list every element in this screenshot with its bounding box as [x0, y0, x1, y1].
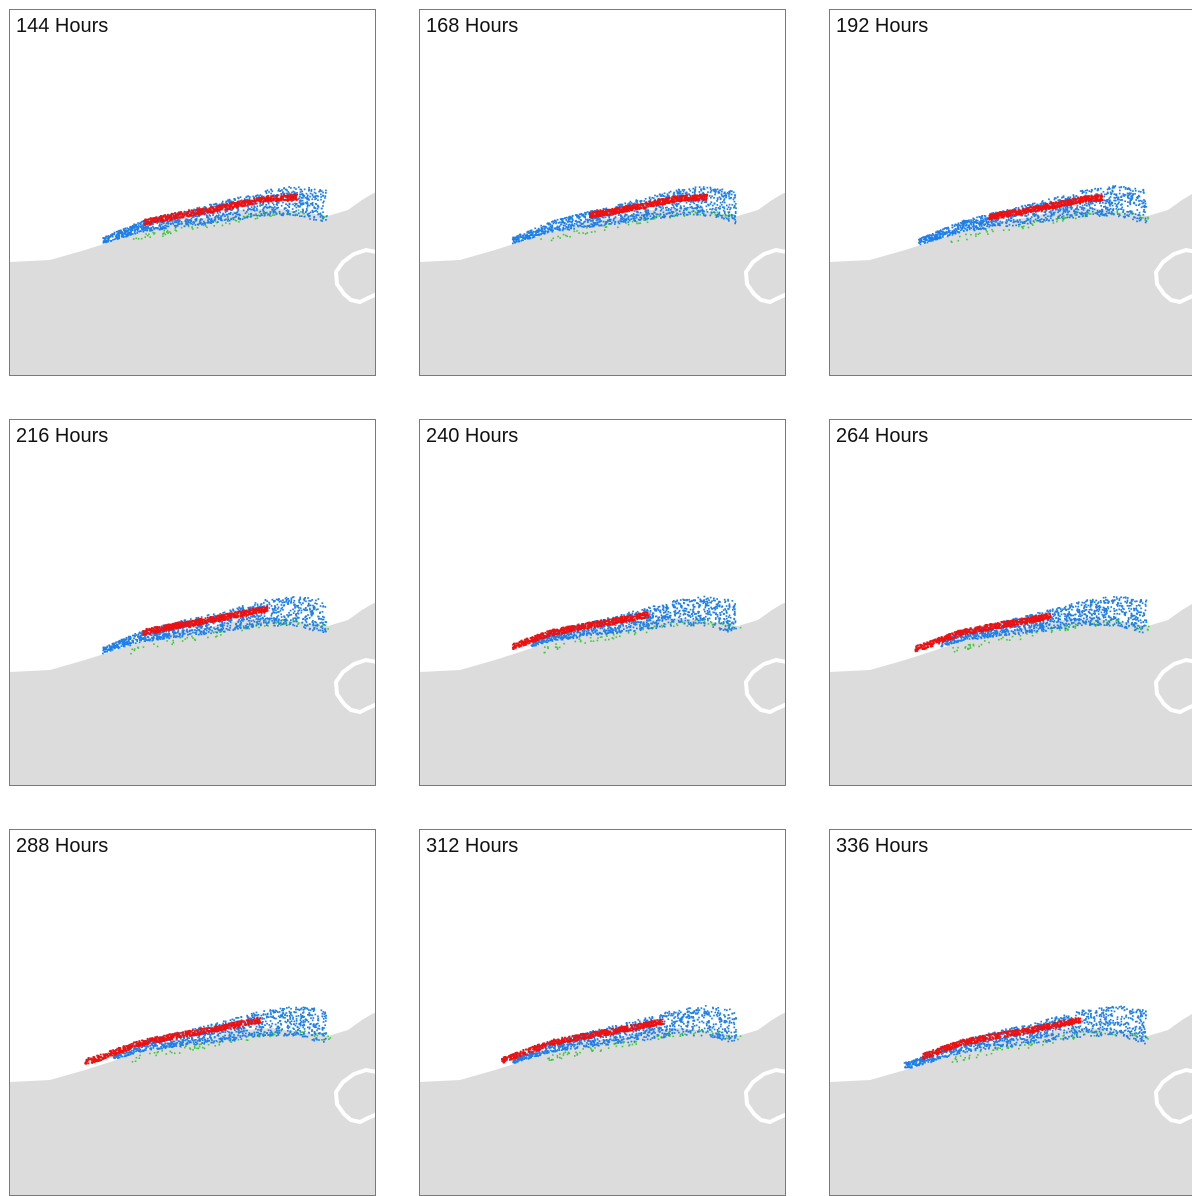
map-plot	[10, 10, 376, 376]
panel-time-label: 312 Hours	[426, 836, 518, 856]
panel-time-label: 288 Hours	[16, 836, 108, 856]
panel-time-label: 240 Hours	[426, 426, 518, 446]
map-panel: 168 Hours	[419, 9, 786, 376]
map-plot	[10, 830, 376, 1196]
map-plot	[830, 830, 1192, 1196]
map-panel: 336 Hours	[829, 829, 1192, 1196]
map-panel: 288 Hours	[9, 829, 376, 1196]
map-panel: 312 Hours	[419, 829, 786, 1196]
map-panel: 144 Hours	[9, 9, 376, 376]
map-plot	[830, 10, 1192, 376]
map-panel: 264 Hours	[829, 419, 1192, 786]
land-area	[420, 192, 786, 376]
map-plot	[830, 420, 1192, 786]
panel-time-label: 192 Hours	[836, 16, 928, 36]
land-area	[830, 192, 1192, 376]
panel-time-label: 264 Hours	[836, 426, 928, 446]
panel-time-label: 144 Hours	[16, 16, 108, 36]
map-plot	[420, 10, 786, 376]
map-plot	[420, 420, 786, 786]
panel-time-label: 336 Hours	[836, 836, 928, 856]
map-panel: 240 Hours	[419, 419, 786, 786]
map-plot	[10, 420, 376, 786]
panel-time-label: 216 Hours	[16, 426, 108, 446]
map-plot	[420, 830, 786, 1196]
panel-time-label: 168 Hours	[426, 16, 518, 36]
land-area	[830, 602, 1192, 786]
map-panel: 216 Hours	[9, 419, 376, 786]
map-panel: 192 Hours	[829, 9, 1192, 376]
